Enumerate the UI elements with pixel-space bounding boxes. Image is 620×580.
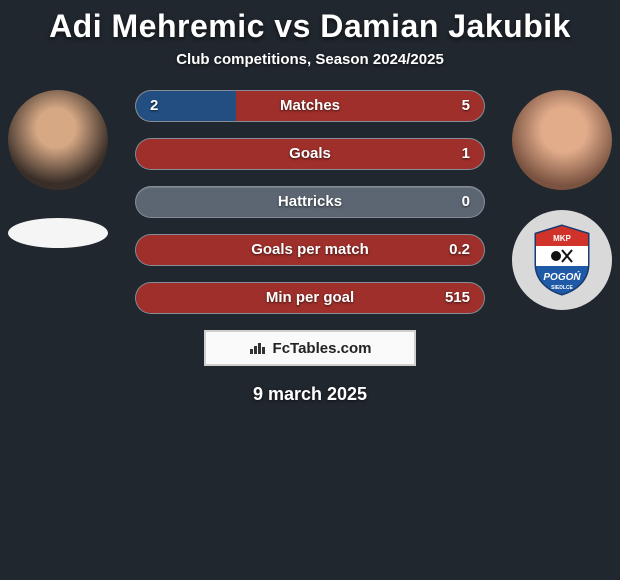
stat-pill: 2Matches5 — [135, 90, 485, 122]
stat-label: Min per goal — [136, 283, 484, 313]
player2-avatar — [512, 90, 612, 190]
right-column: MKP POGOŃ SIEDLCE — [512, 90, 612, 310]
bars-icon — [249, 341, 267, 355]
stat-label: Goals — [136, 139, 484, 169]
stat-pill: Hattricks0 — [135, 186, 485, 218]
player1-avatar — [8, 90, 108, 190]
stat-pill: Min per goal515 — [135, 282, 485, 314]
stat-value-right: 1 — [462, 139, 470, 169]
stat-label: Matches — [136, 91, 484, 121]
stat-value-right: 0.2 — [449, 235, 470, 265]
left-column — [8, 90, 108, 248]
badge-mkp: MKP — [553, 234, 571, 243]
stat-value-right: 5 — [462, 91, 470, 121]
badge-pogon: POGOŃ — [543, 270, 581, 283]
player1-club-placeholder — [8, 218, 108, 248]
stat-value-right: 515 — [445, 283, 470, 313]
stat-label: Hattricks — [136, 187, 484, 217]
stat-label: Goals per match — [136, 235, 484, 265]
stat-pill: Goals1 — [135, 138, 485, 170]
stat-pill: Goals per match0.2 — [135, 234, 485, 266]
player2-club-badge: MKP POGOŃ SIEDLCE — [512, 210, 612, 310]
stat-value-right: 0 — [462, 187, 470, 217]
page-title: Adi Mehremic vs Damian Jakubik — [0, 0, 620, 45]
stats-box: 2Matches5 Goals1 Hattricks0 Goals per match… — [135, 90, 485, 330]
date-label: 9 march 2025 — [0, 384, 620, 405]
pogon-siedlce-badge-icon: MKP POGOŃ SIEDLCE — [532, 224, 592, 296]
watermark-text: FcTables.com — [273, 340, 372, 357]
page-subtitle: Club competitions, Season 2024/2025 — [0, 51, 620, 68]
badge-city: SIEDLCE — [551, 285, 573, 291]
watermark: FcTables.com — [204, 330, 416, 366]
